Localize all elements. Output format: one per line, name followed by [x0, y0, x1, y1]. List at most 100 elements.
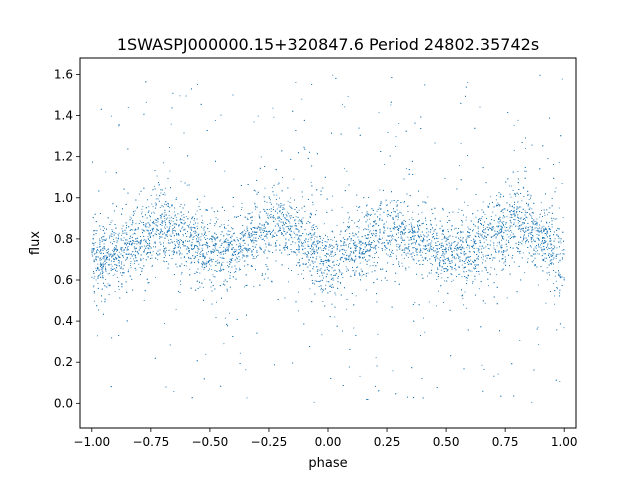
data-point — [224, 240, 226, 242]
data-point — [310, 239, 312, 241]
data-point — [225, 249, 227, 251]
data-point — [155, 276, 156, 278]
data-point — [532, 220, 533, 222]
data-point — [412, 238, 414, 240]
data-point — [126, 258, 128, 260]
data-point — [378, 240, 380, 242]
data-point — [188, 252, 190, 253]
data-point — [108, 253, 110, 255]
data-point — [400, 234, 402, 235]
data-point — [550, 247, 552, 249]
data-point — [187, 225, 189, 227]
data-point — [324, 270, 326, 271]
data-point — [476, 247, 478, 249]
data-point — [355, 233, 357, 235]
data-point — [416, 224, 418, 226]
data-point — [347, 96, 349, 97]
data-point — [297, 273, 299, 275]
data-point — [479, 245, 481, 247]
data-point — [287, 268, 289, 269]
data-point — [217, 255, 218, 257]
data-point — [116, 242, 118, 244]
data-point — [221, 251, 223, 253]
data-point — [537, 245, 539, 247]
data-point — [421, 251, 423, 253]
data-point — [336, 249, 338, 251]
data-point — [462, 237, 464, 239]
data-point — [164, 226, 166, 228]
data-point — [307, 244, 309, 246]
data-point — [485, 232, 487, 234]
data-point — [365, 252, 367, 254]
data-point — [286, 247, 288, 249]
data-point — [210, 238, 212, 239]
data-point — [550, 259, 552, 261]
data-point — [135, 228, 136, 230]
data-point — [299, 239, 301, 241]
data-point — [181, 227, 183, 229]
data-point — [158, 233, 160, 234]
data-point — [524, 210, 526, 212]
data-point — [436, 272, 438, 274]
data-point — [206, 238, 208, 240]
data-point — [381, 237, 383, 239]
data-point — [109, 235, 111, 237]
data-point — [263, 240, 265, 242]
data-point — [173, 241, 175, 243]
data-point — [314, 238, 316, 240]
data-point — [538, 344, 540, 345]
data-point — [435, 244, 437, 246]
data-point — [161, 220, 163, 222]
data-point — [412, 211, 414, 213]
data-point — [560, 253, 561, 255]
data-point — [143, 239, 145, 241]
data-point — [397, 236, 399, 238]
data-point — [138, 263, 140, 265]
data-point — [110, 115, 112, 117]
data-point — [498, 222, 500, 224]
data-point — [251, 211, 253, 213]
data-point — [130, 261, 132, 262]
data-point — [505, 223, 507, 225]
data-point — [200, 222, 202, 223]
data-point — [495, 236, 497, 238]
data-point — [148, 226, 150, 228]
data-point — [243, 247, 245, 249]
data-point — [549, 234, 551, 236]
data-point — [123, 237, 125, 239]
data-point — [198, 262, 200, 263]
data-point — [94, 242, 96, 244]
data-point — [525, 147, 526, 149]
data-point — [202, 227, 204, 229]
data-point — [158, 254, 160, 256]
data-point — [491, 229, 493, 231]
data-point — [367, 224, 369, 226]
data-point — [153, 227, 155, 229]
data-point — [246, 397, 248, 399]
data-point — [302, 243, 304, 245]
data-point — [206, 263, 207, 265]
data-point — [106, 262, 108, 263]
data-point — [207, 251, 209, 252]
data-point — [551, 226, 553, 228]
data-point — [339, 270, 341, 271]
data-point — [467, 277, 468, 279]
data-point — [513, 219, 515, 221]
data-point — [384, 163, 385, 165]
data-point — [462, 298, 464, 299]
data-point — [391, 236, 392, 238]
data-point — [504, 256, 506, 258]
data-point — [310, 182, 312, 183]
data-point — [179, 253, 181, 255]
data-point — [188, 250, 189, 252]
data-point — [420, 249, 422, 251]
data-point — [107, 251, 109, 253]
data-point — [418, 259, 420, 261]
data-point — [193, 231, 195, 233]
data-point — [405, 168, 407, 170]
data-point — [401, 233, 403, 235]
data-point — [303, 242, 305, 244]
data-point — [425, 246, 427, 248]
data-point — [106, 258, 108, 260]
data-point — [236, 261, 238, 263]
